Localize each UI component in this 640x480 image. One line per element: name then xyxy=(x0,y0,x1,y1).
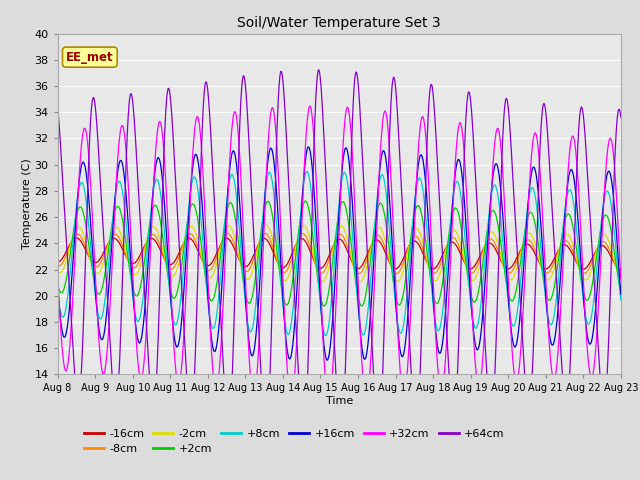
+32cm xyxy=(175,381,182,387)
-2cm xyxy=(175,263,182,269)
+2cm xyxy=(395,301,403,307)
-16cm xyxy=(211,254,219,260)
+16cm xyxy=(175,342,182,348)
+8cm xyxy=(54,289,61,295)
-16cm xyxy=(617,267,625,273)
+32cm xyxy=(54,270,61,276)
-16cm xyxy=(394,264,402,270)
Line: +2cm: +2cm xyxy=(58,201,621,306)
+32cm xyxy=(617,277,625,283)
+32cm xyxy=(395,340,403,346)
-2cm xyxy=(564,231,572,237)
+16cm xyxy=(404,306,412,312)
+2cm xyxy=(564,211,572,217)
-2cm xyxy=(395,278,403,284)
+8cm xyxy=(322,333,330,338)
Legend: -16cm, -8cm, -2cm, +2cm, +8cm, +16cm, +32cm, +64cm: -16cm, -8cm, -2cm, +2cm, +8cm, +16cm, +3… xyxy=(79,424,509,459)
+2cm xyxy=(301,198,309,204)
+8cm xyxy=(175,314,182,320)
+16cm xyxy=(564,182,572,188)
+32cm xyxy=(306,103,314,109)
-8cm xyxy=(564,239,572,245)
Line: +64cm: +64cm xyxy=(58,70,621,437)
+8cm xyxy=(617,297,625,303)
+32cm xyxy=(211,384,219,390)
-2cm xyxy=(404,247,412,252)
Text: EE_met: EE_met xyxy=(66,51,114,64)
-2cm xyxy=(617,276,625,282)
+8cm xyxy=(211,322,219,328)
-8cm xyxy=(404,245,412,251)
+8cm xyxy=(404,276,412,282)
+32cm xyxy=(404,354,412,360)
+2cm xyxy=(321,303,328,309)
+2cm xyxy=(617,289,625,295)
Title: Soil/Water Temperature Set 3: Soil/Water Temperature Set 3 xyxy=(237,16,441,30)
-16cm xyxy=(404,245,412,251)
+64cm xyxy=(564,400,572,406)
+64cm xyxy=(617,114,625,120)
-8cm xyxy=(261,230,269,236)
-16cm xyxy=(617,267,625,273)
+16cm xyxy=(617,291,625,297)
+2cm xyxy=(54,282,61,288)
-16cm xyxy=(54,259,61,265)
+16cm xyxy=(395,334,403,339)
+2cm xyxy=(617,288,625,294)
-8cm xyxy=(54,263,61,268)
-2cm xyxy=(262,223,270,228)
+32cm xyxy=(564,175,572,181)
-16cm xyxy=(175,252,182,257)
+8cm xyxy=(395,324,403,330)
-8cm xyxy=(617,270,625,276)
-8cm xyxy=(395,270,403,276)
+2cm xyxy=(404,255,412,261)
-2cm xyxy=(54,268,61,274)
Line: +8cm: +8cm xyxy=(58,171,621,336)
Line: -2cm: -2cm xyxy=(58,226,621,282)
-8cm xyxy=(617,270,625,276)
+64cm xyxy=(617,113,625,119)
+32cm xyxy=(324,398,332,404)
+64cm xyxy=(315,67,323,73)
Line: +32cm: +32cm xyxy=(58,106,621,401)
+64cm xyxy=(175,225,182,231)
+64cm xyxy=(337,434,345,440)
+64cm xyxy=(211,208,219,214)
+8cm xyxy=(303,168,311,174)
-16cm xyxy=(564,243,572,249)
+64cm xyxy=(54,105,61,110)
+32cm xyxy=(617,274,625,280)
+2cm xyxy=(175,284,182,290)
+64cm xyxy=(404,314,412,320)
+16cm xyxy=(305,144,312,150)
Line: -8cm: -8cm xyxy=(58,233,621,274)
+16cm xyxy=(617,289,625,295)
+8cm xyxy=(564,191,572,197)
Line: -16cm: -16cm xyxy=(58,238,621,270)
+2cm xyxy=(211,291,219,297)
-16cm xyxy=(72,235,80,241)
+16cm xyxy=(54,284,61,290)
-2cm xyxy=(356,279,364,285)
+16cm xyxy=(323,357,331,363)
Line: +16cm: +16cm xyxy=(58,147,621,360)
-2cm xyxy=(211,267,219,273)
-8cm xyxy=(175,256,182,262)
+16cm xyxy=(211,348,219,354)
Y-axis label: Temperature (C): Temperature (C) xyxy=(22,158,31,250)
-8cm xyxy=(211,259,219,265)
-2cm xyxy=(617,276,625,281)
-8cm xyxy=(355,271,363,276)
X-axis label: Time: Time xyxy=(326,396,353,406)
+64cm xyxy=(395,128,403,134)
+8cm xyxy=(617,296,625,301)
